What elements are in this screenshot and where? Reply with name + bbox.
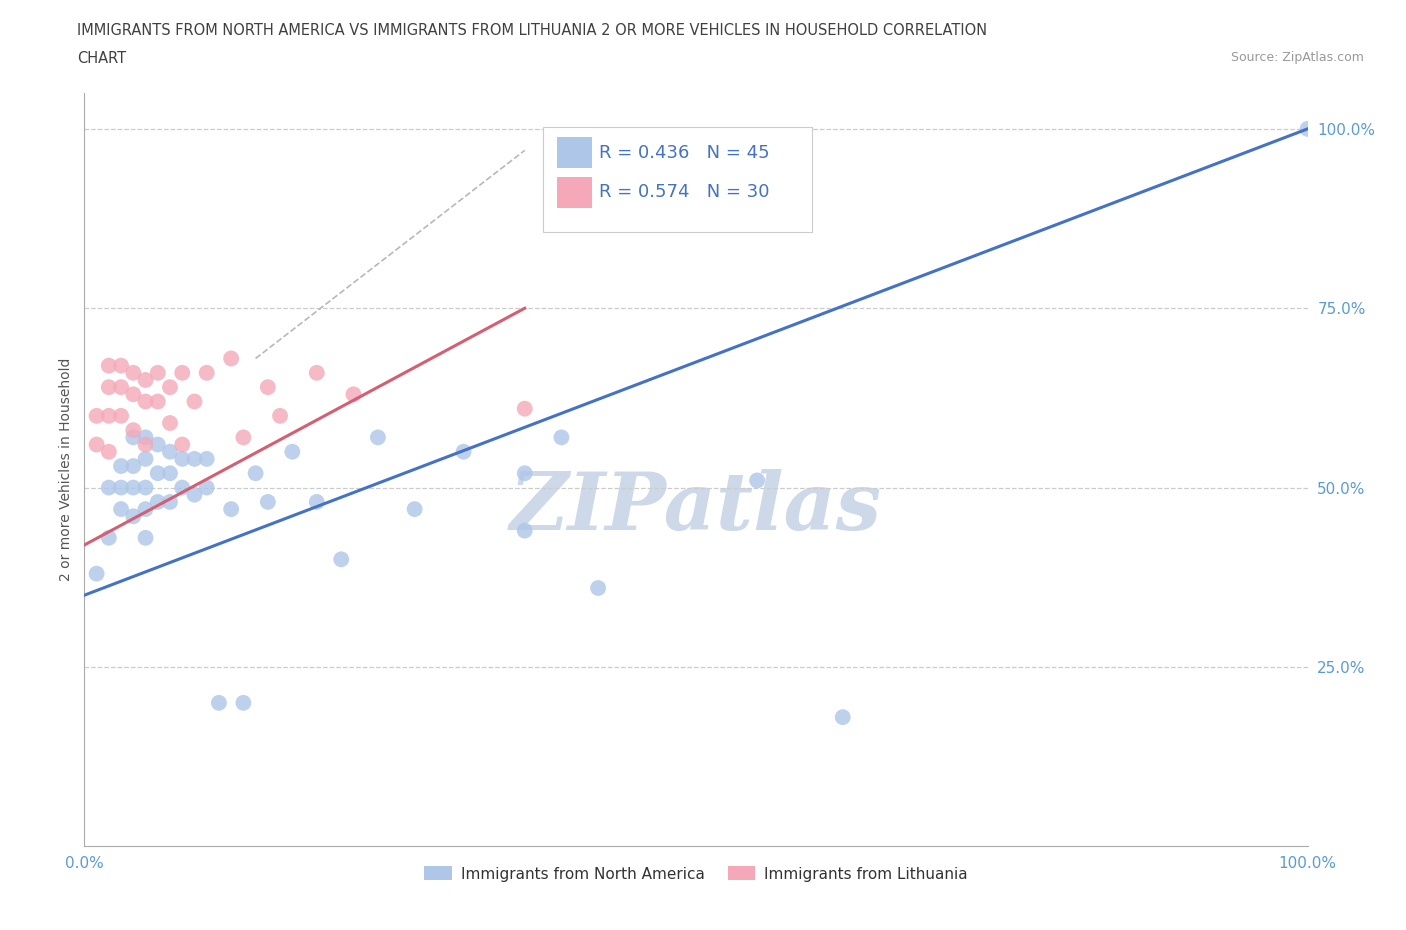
Point xyxy=(219,351,242,365)
Point xyxy=(97,358,120,373)
FancyBboxPatch shape xyxy=(543,126,813,232)
Point xyxy=(135,430,157,445)
Point xyxy=(135,530,157,545)
Point xyxy=(257,495,280,510)
Point xyxy=(135,394,157,409)
Point xyxy=(135,373,157,388)
Point xyxy=(219,501,242,516)
Point xyxy=(110,358,132,373)
Point xyxy=(159,445,181,459)
Point xyxy=(97,480,120,495)
Point xyxy=(305,495,328,510)
Point xyxy=(122,480,145,495)
Point xyxy=(122,423,145,438)
Point xyxy=(86,566,108,581)
Point xyxy=(122,365,145,380)
Text: CHART: CHART xyxy=(77,51,127,66)
Point xyxy=(831,710,853,724)
Point xyxy=(172,480,194,495)
Point xyxy=(135,480,157,495)
Point xyxy=(550,430,572,445)
Point xyxy=(146,466,169,481)
Point xyxy=(122,430,145,445)
Point xyxy=(135,437,157,452)
Point xyxy=(342,387,364,402)
Point xyxy=(135,451,157,466)
Point xyxy=(269,408,291,423)
Point xyxy=(195,365,218,380)
Point xyxy=(232,696,254,711)
Point xyxy=(513,466,536,481)
Point xyxy=(172,451,194,466)
Point xyxy=(453,445,475,459)
Point xyxy=(110,408,132,423)
Legend: Immigrants from North America, Immigrants from Lithuania: Immigrants from North America, Immigrant… xyxy=(418,860,974,887)
Point xyxy=(208,696,231,711)
Point xyxy=(110,501,132,516)
Point xyxy=(146,495,169,510)
Point xyxy=(245,466,267,481)
Point xyxy=(1296,122,1319,137)
Point xyxy=(159,495,181,510)
Point xyxy=(513,401,536,416)
Point xyxy=(183,394,205,409)
Text: R = 0.436   N = 45: R = 0.436 N = 45 xyxy=(599,143,770,162)
Text: Source: ZipAtlas.com: Source: ZipAtlas.com xyxy=(1230,51,1364,64)
Text: IMMIGRANTS FROM NORTH AMERICA VS IMMIGRANTS FROM LITHUANIA 2 OR MORE VEHICLES IN: IMMIGRANTS FROM NORTH AMERICA VS IMMIGRA… xyxy=(77,23,987,38)
Point xyxy=(135,501,157,516)
Point xyxy=(305,365,328,380)
FancyBboxPatch shape xyxy=(557,177,592,208)
Point xyxy=(172,365,194,380)
Point xyxy=(367,430,389,445)
Point xyxy=(97,408,120,423)
Point xyxy=(86,408,108,423)
Point xyxy=(146,437,169,452)
FancyBboxPatch shape xyxy=(557,137,592,168)
Text: R = 0.574   N = 30: R = 0.574 N = 30 xyxy=(599,183,770,202)
Point xyxy=(122,509,145,524)
Point xyxy=(330,551,353,566)
Point xyxy=(159,466,181,481)
Point xyxy=(146,365,169,380)
Point xyxy=(281,445,304,459)
Point xyxy=(97,530,120,545)
Point xyxy=(97,445,120,459)
Text: ZIPatlas: ZIPatlas xyxy=(510,469,882,546)
Point xyxy=(110,458,132,473)
Point xyxy=(232,430,254,445)
Y-axis label: 2 or more Vehicles in Household: 2 or more Vehicles in Household xyxy=(59,358,73,581)
Point xyxy=(97,379,120,394)
Point xyxy=(404,501,426,516)
Point xyxy=(747,473,769,488)
Point xyxy=(586,580,609,595)
Point xyxy=(195,451,218,466)
Point xyxy=(122,458,145,473)
Point xyxy=(122,387,145,402)
Point xyxy=(172,437,194,452)
Point xyxy=(110,480,132,495)
Point xyxy=(146,394,169,409)
Point xyxy=(110,379,132,394)
Point xyxy=(195,480,218,495)
Point xyxy=(159,416,181,431)
Point xyxy=(513,524,536,538)
Point xyxy=(257,379,280,394)
Point xyxy=(159,379,181,394)
Point xyxy=(183,487,205,502)
Point xyxy=(86,437,108,452)
Point xyxy=(183,451,205,466)
